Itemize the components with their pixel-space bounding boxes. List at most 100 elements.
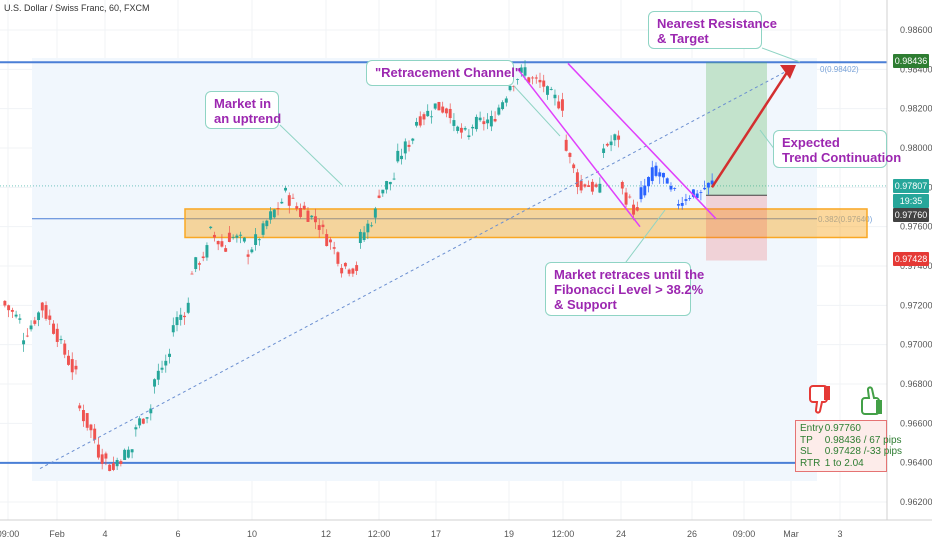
y-axis-background	[887, 0, 932, 550]
candle-body	[33, 320, 37, 324]
candle-body	[602, 148, 606, 153]
x-tick-label: 19	[504, 529, 514, 539]
candle-body	[22, 340, 26, 345]
candle-body	[212, 234, 216, 238]
candle-body	[516, 79, 520, 80]
candle-body	[654, 165, 658, 176]
candle-body	[433, 103, 437, 109]
candle-body	[284, 187, 287, 191]
candle-body	[669, 185, 673, 190]
candle-body	[643, 185, 647, 196]
candle-body	[134, 427, 138, 430]
trade-info-rtr: RTR 1 to 2.04	[800, 458, 882, 470]
candles	[3, 60, 714, 472]
candle-body	[190, 273, 194, 275]
candle-body	[459, 127, 463, 133]
candle-body	[613, 134, 617, 141]
candle-body	[426, 110, 430, 117]
candle-body	[400, 155, 404, 160]
candle-body	[706, 182, 710, 188]
x-tick-label: 3	[837, 529, 842, 539]
candle-body	[40, 302, 44, 311]
candle-body	[598, 183, 602, 193]
candle-body	[594, 184, 598, 187]
thumbs-down-icon	[809, 385, 830, 414]
y-tick-label: 0.98000	[900, 143, 932, 153]
candle-body	[48, 315, 52, 320]
x-tick-label: 12:00	[552, 529, 575, 539]
candle-body	[197, 263, 201, 265]
candle-body	[138, 418, 142, 426]
fib-label-top: 0(0.98402)	[820, 65, 859, 74]
candle-body	[321, 224, 325, 228]
candle-body	[227, 232, 231, 242]
candle-body	[14, 314, 18, 317]
candle-body	[126, 449, 130, 458]
candle-body	[52, 323, 55, 334]
callout-uptrend: Market in an uptrend	[205, 91, 281, 129]
candle-body	[235, 235, 239, 238]
candle-body	[280, 201, 284, 204]
candle-body	[542, 80, 546, 87]
candle-body	[96, 444, 100, 458]
x-tick-label: 26	[687, 529, 697, 539]
projection-arrow-head	[780, 65, 796, 79]
candle-body	[295, 206, 299, 209]
candle-body	[29, 325, 33, 330]
candle-body	[553, 94, 557, 99]
candle-body	[70, 359, 74, 373]
candle-body	[299, 208, 302, 217]
candle-body	[388, 181, 392, 185]
candle-body	[437, 101, 441, 111]
candle-body	[302, 205, 306, 210]
sl-label: SL	[800, 446, 813, 457]
candle-body	[504, 98, 508, 103]
y-tick-label: 0.97600	[900, 222, 932, 232]
candle-body	[171, 325, 175, 333]
candle-body	[153, 379, 157, 387]
x-tick-label: Feb	[49, 529, 65, 539]
candle-body	[557, 101, 561, 109]
candle-body	[160, 367, 164, 370]
candle-body	[67, 355, 70, 365]
candle-body	[336, 252, 340, 264]
candle-body	[108, 464, 112, 472]
y-tick-label: 0.96800	[900, 379, 932, 389]
candle-body	[78, 405, 82, 409]
stop-zone	[706, 195, 767, 261]
candle-body	[340, 267, 344, 274]
candle-body	[639, 187, 643, 200]
candle-body	[246, 254, 250, 257]
candle-body	[287, 195, 291, 206]
x-tick-label: Mar	[783, 529, 799, 539]
callout-trend-continuation: Expected Trend Continuation	[773, 130, 901, 168]
candle-body	[448, 108, 452, 119]
trade-info-entry: Entry 0.97760	[800, 423, 882, 435]
candle-body	[665, 178, 669, 184]
candle-body	[194, 257, 198, 270]
target-zone	[706, 62, 767, 196]
candle-body	[25, 335, 29, 337]
x-tick-label: 10	[247, 529, 257, 539]
callout-channel-text: "Retracement Channel"	[375, 65, 521, 80]
candle-body	[501, 102, 505, 110]
candle-body	[93, 428, 97, 440]
candle-body	[265, 220, 269, 227]
candle-body	[695, 193, 699, 199]
candle-body	[37, 312, 41, 321]
candle-body	[317, 225, 321, 230]
y-tick-label: 0.96200	[900, 497, 932, 507]
candle-body	[564, 139, 568, 151]
candle-body	[381, 189, 385, 194]
candle-body	[647, 177, 650, 187]
x-tick-label: 24	[616, 529, 626, 539]
callout-connector	[279, 124, 343, 186]
candle-body	[456, 126, 460, 131]
channel-line-lower	[517, 68, 641, 228]
candle-body	[156, 370, 160, 380]
candle-body	[81, 410, 85, 422]
candle-body	[467, 135, 471, 138]
candle-body	[186, 302, 190, 313]
candle-body	[261, 223, 265, 235]
projection-arrow-line	[710, 68, 791, 189]
